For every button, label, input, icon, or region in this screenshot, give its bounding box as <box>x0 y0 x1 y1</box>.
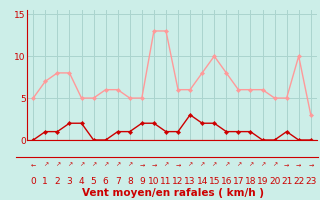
Text: 9: 9 <box>139 178 145 186</box>
Text: ↗: ↗ <box>236 162 241 168</box>
Text: 18: 18 <box>245 178 256 186</box>
Text: 8: 8 <box>127 178 133 186</box>
Text: →: → <box>308 162 313 168</box>
Text: ↗: ↗ <box>188 162 193 168</box>
Text: ↗: ↗ <box>43 162 48 168</box>
Text: 17: 17 <box>233 178 244 186</box>
Text: 13: 13 <box>184 178 196 186</box>
Text: ↗: ↗ <box>212 162 217 168</box>
Text: 10: 10 <box>148 178 160 186</box>
Text: ↗: ↗ <box>115 162 120 168</box>
Text: 4: 4 <box>79 178 84 186</box>
Text: 16: 16 <box>220 178 232 186</box>
Text: 20: 20 <box>269 178 280 186</box>
Text: 23: 23 <box>305 178 316 186</box>
Text: 19: 19 <box>257 178 268 186</box>
Text: ↗: ↗ <box>127 162 132 168</box>
Text: →: → <box>139 162 144 168</box>
Text: ↗: ↗ <box>260 162 265 168</box>
Text: 0: 0 <box>30 178 36 186</box>
Text: ↗: ↗ <box>272 162 277 168</box>
Text: 1: 1 <box>43 178 48 186</box>
Text: →: → <box>151 162 156 168</box>
Text: ←: ← <box>31 162 36 168</box>
Text: ↗: ↗ <box>91 162 96 168</box>
Text: 7: 7 <box>115 178 121 186</box>
Text: ↗: ↗ <box>163 162 169 168</box>
Text: 6: 6 <box>103 178 108 186</box>
Text: 12: 12 <box>172 178 184 186</box>
Text: ↗: ↗ <box>103 162 108 168</box>
Text: 15: 15 <box>209 178 220 186</box>
Text: 21: 21 <box>281 178 292 186</box>
Text: →: → <box>296 162 301 168</box>
Text: →: → <box>175 162 181 168</box>
Text: 5: 5 <box>91 178 96 186</box>
Text: 2: 2 <box>54 178 60 186</box>
Text: 3: 3 <box>67 178 72 186</box>
Text: ↗: ↗ <box>79 162 84 168</box>
Text: ↗: ↗ <box>200 162 205 168</box>
Text: Vent moyen/en rafales ( km/h ): Vent moyen/en rafales ( km/h ) <box>82 188 264 198</box>
Text: 11: 11 <box>160 178 172 186</box>
Text: ↗: ↗ <box>224 162 229 168</box>
Text: 22: 22 <box>293 178 304 186</box>
Text: ↗: ↗ <box>55 162 60 168</box>
Text: ↗: ↗ <box>67 162 72 168</box>
Text: 14: 14 <box>196 178 208 186</box>
Text: →: → <box>284 162 289 168</box>
Text: ↗: ↗ <box>248 162 253 168</box>
